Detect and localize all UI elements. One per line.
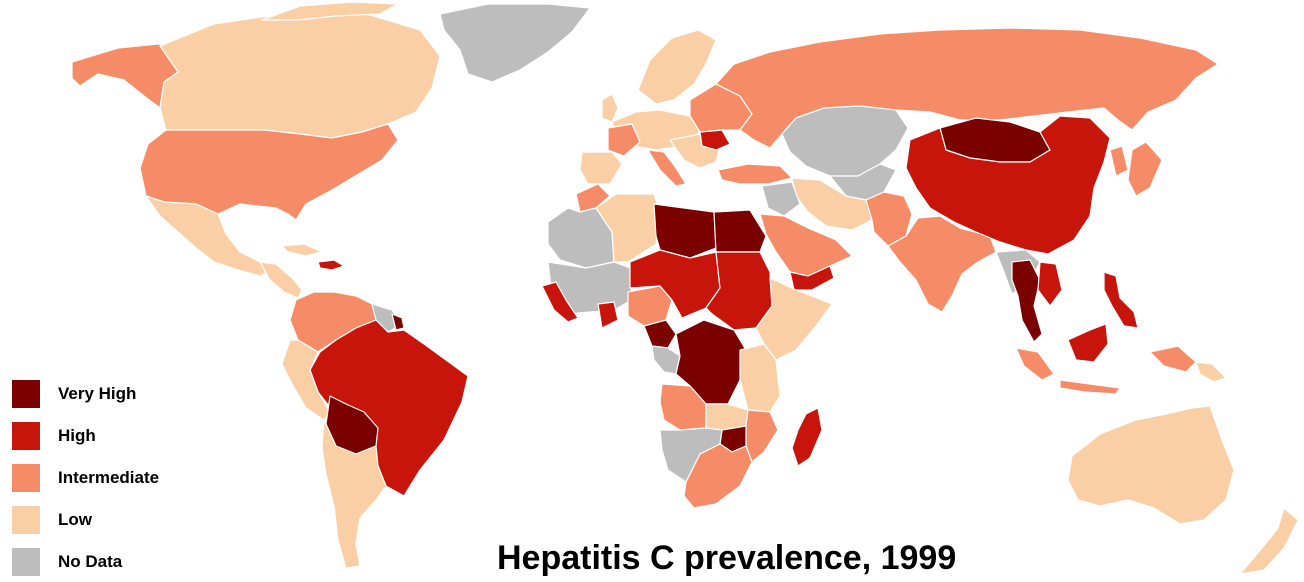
region-libya xyxy=(653,203,717,259)
map-title: Hepatitis C prevalence, 1999 xyxy=(497,539,957,577)
region-new-zealand xyxy=(1239,507,1299,575)
region-italy xyxy=(647,149,687,187)
region-senegal-guinea xyxy=(541,281,579,323)
region-ghana-area xyxy=(597,301,619,329)
legend-swatch-very-high xyxy=(12,380,40,408)
legend-label-no-data: No Data xyxy=(58,552,123,571)
region-central-america xyxy=(259,261,303,299)
region-iran xyxy=(791,177,873,231)
region-india xyxy=(887,215,997,313)
region-mozambique xyxy=(745,409,779,463)
region-sudan xyxy=(705,251,773,331)
region-iraq-syria xyxy=(761,181,801,217)
region-korea-japan xyxy=(1109,141,1163,197)
region-kazakhstan xyxy=(781,105,909,177)
legend-swatch-high xyxy=(12,422,40,450)
region-thailand-cambodia xyxy=(1011,259,1043,343)
region-south-africa xyxy=(683,443,753,509)
region-iberia xyxy=(579,151,623,185)
region-turkey xyxy=(717,163,793,185)
region-russia xyxy=(715,27,1219,149)
legend-swatch-intermediate xyxy=(12,464,40,492)
legend-item-no-data: No Data xyxy=(12,548,122,576)
region-china xyxy=(905,115,1111,255)
region-borneo xyxy=(1067,323,1109,363)
region-cuba xyxy=(281,243,323,257)
region-hispaniola xyxy=(317,259,345,271)
region-greenland xyxy=(439,3,591,83)
legend-label-very-high: Very High xyxy=(58,384,137,403)
region-cameroon xyxy=(643,319,677,349)
region-canada-arctic xyxy=(261,1,399,21)
region-morocco xyxy=(575,183,611,213)
region-indonesia xyxy=(1015,345,1197,395)
legend-label-high: High xyxy=(58,426,96,445)
legend-swatch-low xyxy=(12,506,40,534)
legend-item-very-high: Very High xyxy=(12,380,136,408)
region-algeria xyxy=(595,193,661,263)
legend-item-low: Low xyxy=(12,506,92,534)
region-east-africa xyxy=(739,343,781,413)
region-egypt xyxy=(713,209,767,253)
region-guyana xyxy=(391,313,405,331)
region-canada xyxy=(159,11,441,139)
legend-label-intermediate: Intermediate xyxy=(58,468,160,487)
region-romania xyxy=(699,129,731,151)
legend-item-intermediate: Intermediate xyxy=(12,464,159,492)
region-horn-africa xyxy=(755,277,833,361)
region-brazil xyxy=(309,319,469,497)
region-new-guinea xyxy=(1195,361,1227,383)
region-scandinavia xyxy=(637,29,717,105)
region-uk xyxy=(601,93,619,123)
legend-swatch-no-data xyxy=(12,548,40,576)
region-france xyxy=(607,123,641,157)
region-philippines xyxy=(1103,271,1139,329)
region-southern-cone xyxy=(321,419,387,569)
legend-item-high: High xyxy=(12,422,96,450)
region-madagascar xyxy=(791,407,823,467)
region-vietnam-laos xyxy=(1037,261,1063,307)
legend-label-low: Low xyxy=(58,510,92,529)
region-gabon-congo xyxy=(651,345,681,375)
region-australia xyxy=(1067,405,1235,525)
